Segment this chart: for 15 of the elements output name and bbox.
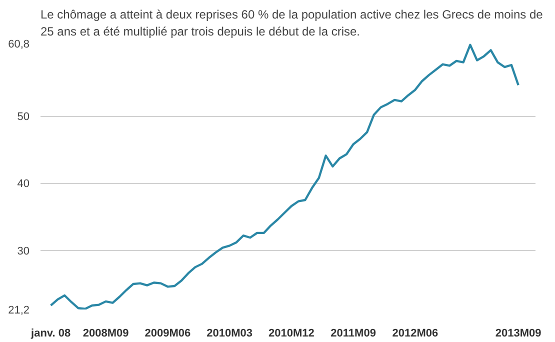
y-tick-label: 40 <box>17 178 30 190</box>
line-series <box>50 44 520 310</box>
x-tick-label: 2011M09 <box>330 328 376 340</box>
x-tick-label: 2012M06 <box>392 328 438 340</box>
y-tick-label: 60,8 <box>8 38 30 50</box>
x-tick-label: 2009M06 <box>144 328 191 340</box>
y-tick-label: 21,2 <box>8 304 30 316</box>
x-tick-label: 2010M12 <box>268 328 314 340</box>
chart-title: Le chômage a atteint à deux reprises 60 % de la population active chez les Grecs de moins de 25 ans et a été multiplié par trois depuis le début de la crise. <box>40 8 544 38</box>
x-tick-label: janv. 08 <box>30 328 71 340</box>
x-tick-label: 2008M09 <box>82 328 129 340</box>
x-tick-label: 2013M09 <box>495 328 542 340</box>
y-tick-label: 50 <box>17 111 30 124</box>
x-tick-label: 2010M03 <box>206 328 253 340</box>
y-tick-label: 30 <box>17 245 30 258</box>
